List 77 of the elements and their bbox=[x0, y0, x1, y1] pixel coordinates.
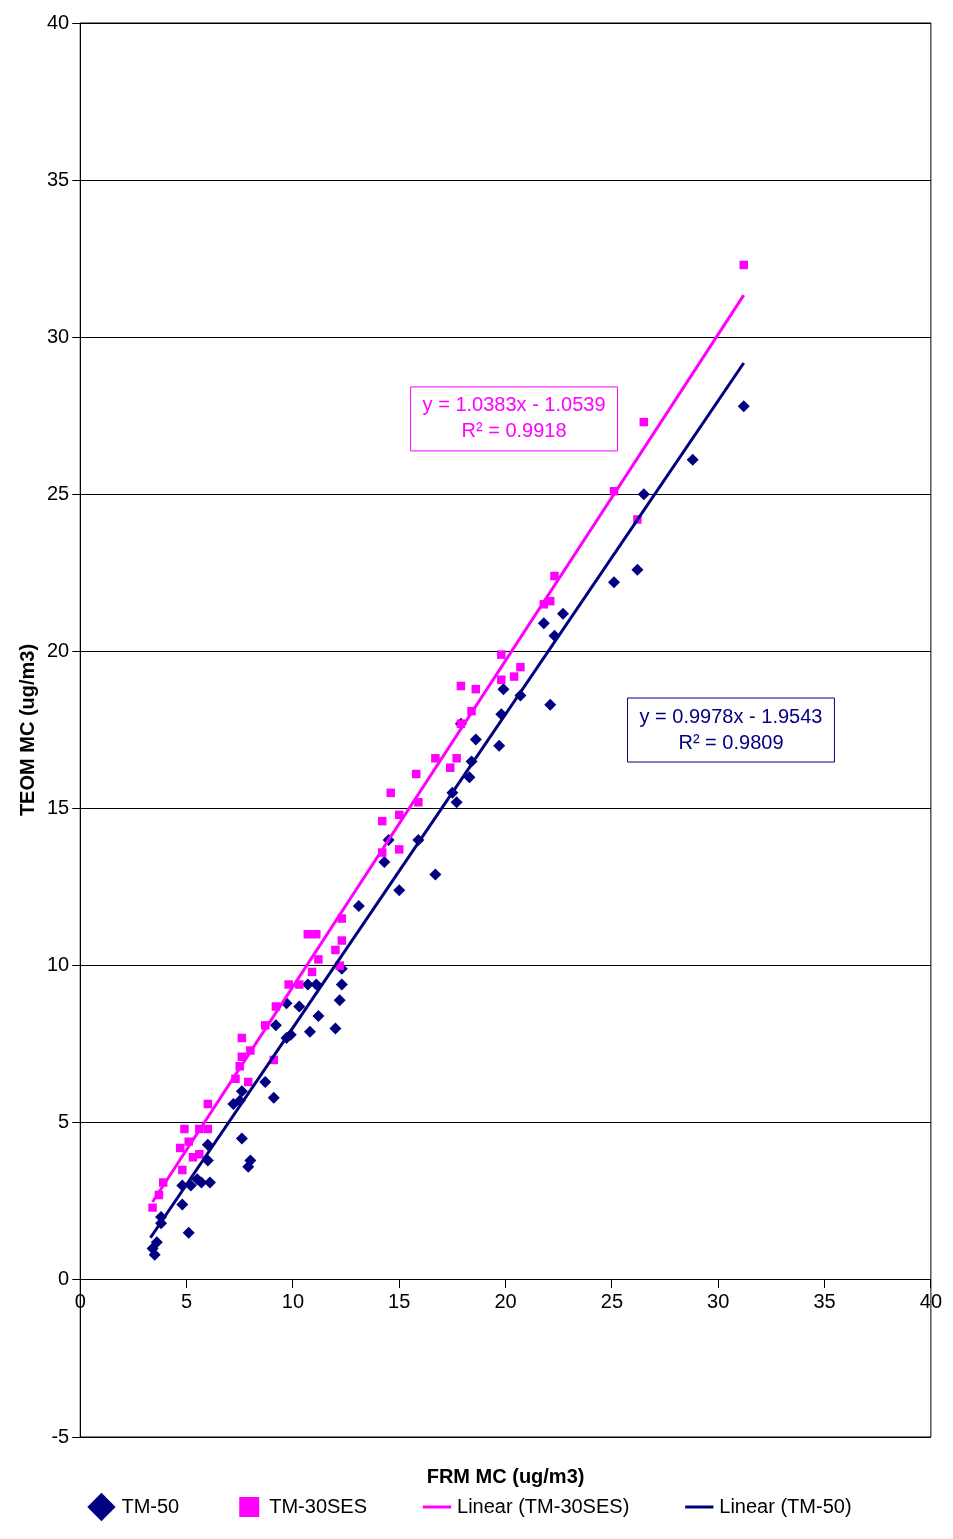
point bbox=[493, 739, 506, 752]
point bbox=[631, 563, 644, 576]
point bbox=[556, 607, 569, 620]
point bbox=[333, 994, 346, 1007]
annotation: y = 0.9978x - 1.9543 R² = 0.9809 bbox=[639, 704, 823, 753]
point bbox=[329, 1022, 342, 1035]
y-tick-label: 35 bbox=[47, 167, 70, 190]
point bbox=[295, 980, 304, 989]
point bbox=[450, 796, 463, 809]
point bbox=[335, 978, 348, 991]
point bbox=[452, 754, 461, 763]
point bbox=[352, 899, 365, 912]
y-tick-label: 20 bbox=[47, 638, 70, 661]
point bbox=[537, 617, 550, 630]
point bbox=[509, 672, 519, 681]
point bbox=[394, 845, 404, 854]
y-tick-label: 0 bbox=[58, 1267, 70, 1290]
legend-label: TM-30SES bbox=[269, 1494, 368, 1517]
x-tick-label: 15 bbox=[388, 1290, 411, 1313]
point bbox=[331, 945, 340, 955]
legend-label: Linear (TM-30SES) bbox=[457, 1494, 630, 1517]
point bbox=[686, 453, 699, 466]
point bbox=[312, 930, 321, 939]
point bbox=[148, 1203, 157, 1212]
point bbox=[293, 1000, 306, 1013]
point bbox=[739, 260, 748, 270]
x-tick-label: 20 bbox=[494, 1290, 517, 1313]
point bbox=[550, 571, 559, 581]
x-tick-label: 35 bbox=[813, 1290, 836, 1313]
point bbox=[269, 1019, 282, 1032]
point bbox=[446, 763, 455, 772]
y-axis-title: TEOM MC (ug/m3) bbox=[15, 643, 38, 817]
y-tick-label: 10 bbox=[47, 953, 70, 976]
point bbox=[393, 884, 406, 897]
point bbox=[608, 576, 621, 589]
x-tick-label: 10 bbox=[281, 1290, 305, 1313]
point bbox=[259, 1075, 272, 1088]
legend-label: TM-50 bbox=[121, 1494, 180, 1517]
y-tick-label: 40 bbox=[47, 10, 70, 33]
y-tick-label: 15 bbox=[47, 796, 70, 819]
point bbox=[497, 675, 506, 684]
legend-label: Linear (TM-50) bbox=[719, 1494, 852, 1517]
point bbox=[378, 855, 391, 868]
point bbox=[463, 771, 476, 784]
point bbox=[312, 1009, 325, 1022]
point bbox=[178, 1165, 187, 1175]
point bbox=[469, 733, 482, 746]
y-tick-label: 25 bbox=[47, 481, 70, 504]
point bbox=[235, 1132, 248, 1145]
point bbox=[182, 1226, 195, 1239]
point bbox=[637, 488, 650, 501]
point bbox=[516, 662, 525, 672]
point bbox=[235, 1085, 248, 1098]
point bbox=[544, 698, 557, 711]
point bbox=[303, 1025, 316, 1038]
point bbox=[267, 1091, 280, 1104]
point bbox=[737, 400, 750, 413]
point bbox=[431, 754, 440, 763]
point bbox=[284, 980, 293, 989]
point bbox=[180, 1124, 189, 1134]
point bbox=[429, 868, 442, 881]
y-tick-label: 5 bbox=[58, 1110, 70, 1133]
point bbox=[414, 798, 423, 807]
point bbox=[176, 1198, 189, 1211]
point bbox=[337, 936, 347, 945]
point bbox=[386, 788, 395, 798]
annotation: y = 1.0383x - 1.0539 R² = 0.9918 bbox=[422, 393, 606, 442]
x-axis-title: FRM MC (ug/m3) bbox=[426, 1464, 585, 1487]
point bbox=[314, 955, 323, 964]
point bbox=[497, 683, 510, 696]
x-tick-label: 30 bbox=[707, 1290, 730, 1313]
x-tick-label: 5 bbox=[181, 1290, 193, 1313]
y-tick-label: 30 bbox=[47, 324, 70, 347]
y-tick-label: -5 bbox=[51, 1424, 70, 1447]
point bbox=[497, 650, 506, 659]
x-tick-label: 25 bbox=[600, 1290, 624, 1313]
point bbox=[195, 1149, 204, 1159]
